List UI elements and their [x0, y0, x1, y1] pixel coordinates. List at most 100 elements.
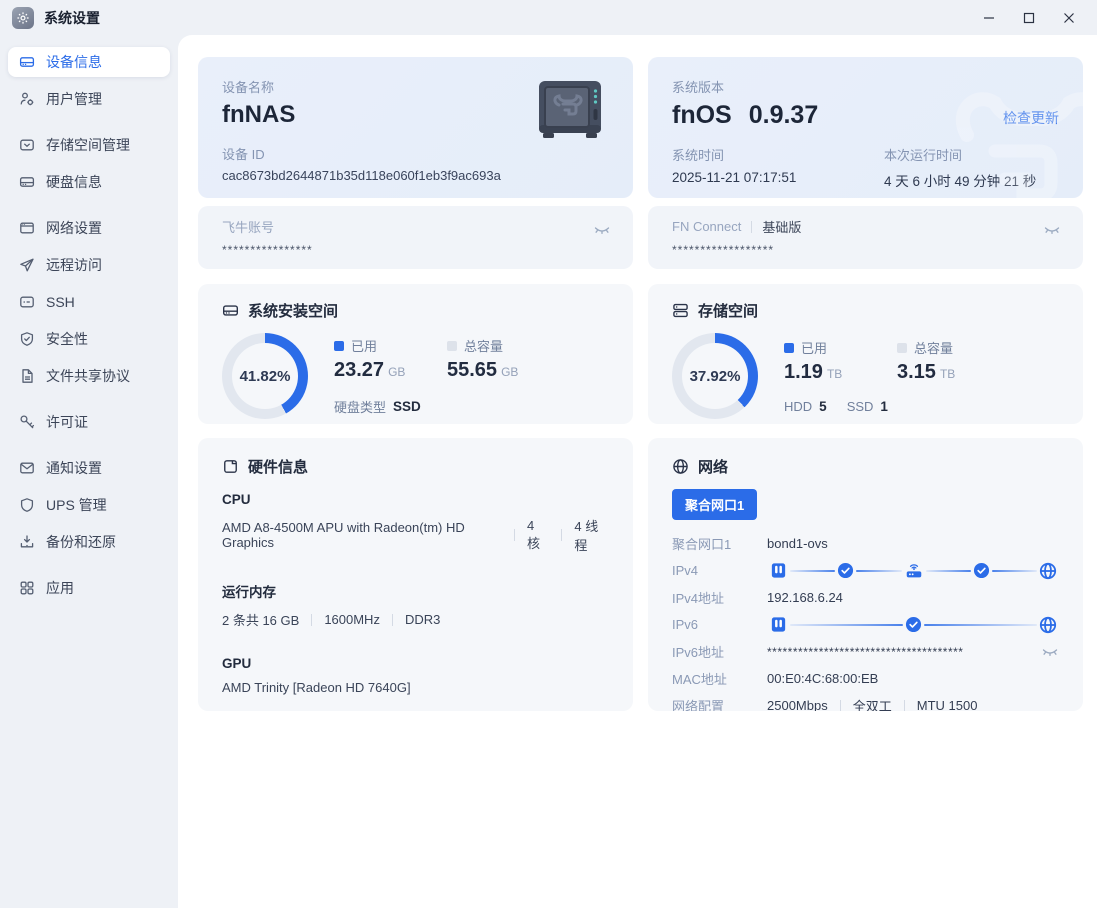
uptime: 4 天 6 小时 49 分钟 21 秒 [884, 174, 1037, 189]
main-content: 设备名称 fnNAS 设备 ID cac8673bd2644871b35d118… [178, 35, 1097, 908]
ssd-label: SSD [846, 399, 874, 414]
os-version: 0.9.37 [748, 101, 819, 129]
sidebar-item-remote-access[interactable]: 远程访问 [8, 250, 170, 280]
ipv6-address-label: IPv6地址 [672, 645, 725, 660]
sidebar-item-backup[interactable]: 备份和还原 [8, 527, 170, 557]
fn-account-label: 飞牛账号 [222, 220, 275, 235]
ipv6-label: IPv6 [672, 617, 699, 632]
storage-space-donut: 37.92% [672, 333, 758, 419]
cpu-threads: 4 线程 [574, 519, 599, 553]
sidebar-item-storage-management[interactable]: 存储空间管理 [8, 130, 170, 160]
titlebar: 系统设置 [0, 0, 1097, 35]
eye-closed-icon[interactable] [1043, 222, 1061, 243]
check-circle-icon [905, 616, 922, 633]
divider [903, 699, 905, 711]
used-unit: TB [826, 367, 843, 381]
sidebar-item-security[interactable]: 安全性 [8, 324, 170, 354]
used-unit: GB [388, 365, 406, 379]
eye-closed-icon[interactable] [1041, 644, 1059, 660]
bond-port-tab[interactable]: 聚合网口1 [672, 489, 758, 520]
sidebar-item-ups[interactable]: UPS 管理 [8, 490, 170, 520]
link-speed: 2500Mbps [767, 698, 828, 711]
window-controls [969, 3, 1089, 33]
hdd-count: 5 [819, 399, 827, 414]
fn-account-masked-value: **************** [222, 243, 313, 257]
maximize-button[interactable] [1009, 3, 1049, 33]
router-icon [904, 561, 924, 580]
sidebar-item-label: 用户管理 [46, 91, 102, 107]
sidebar-item-disk-info[interactable]: 硬盘信息 [8, 167, 170, 197]
device-info-icon [19, 54, 35, 70]
security-icon [19, 331, 35, 347]
internet-globe-icon [1039, 616, 1057, 634]
minimize-button[interactable] [969, 3, 1009, 33]
divider [391, 613, 393, 626]
globe-icon [672, 458, 689, 475]
os-name: fnOS [672, 101, 732, 129]
fn-connect-label: FN Connect [672, 219, 742, 234]
divider [311, 613, 313, 626]
storage-space-percent: 37.92% [689, 367, 741, 385]
sidebar-item-file-sharing[interactable]: 文件共享协议 [8, 361, 170, 391]
used-value: 23.27 [334, 359, 385, 381]
ram-frequency: 1600MHz [324, 612, 380, 627]
sidebar-item-label: 应用 [46, 580, 74, 596]
storage-space-title: 存储空间 [698, 303, 759, 320]
ipv6-address-masked: ************************************** [767, 644, 964, 659]
version-card: 系统版本 fnOS 0.9.37 检查更新 系统时间 2025-11-21 07… [648, 57, 1083, 198]
sidebar-item-device-info[interactable]: 设备信息 [8, 47, 170, 77]
sidebar-item-user-management[interactable]: 用户管理 [8, 84, 170, 114]
port-name-label: 聚合网口1 [672, 537, 732, 552]
storage-stack-icon [672, 302, 689, 319]
ipv4-address-label: IPv4地址 [672, 591, 725, 606]
divider [839, 699, 841, 711]
fn-account-card: 飞牛账号 **************** [198, 206, 633, 269]
total-swatch [897, 342, 907, 353]
disk-type-label: 硬盘类型 [334, 400, 387, 415]
sidebar-item-label: 网络设置 [46, 220, 102, 236]
close-button[interactable] [1049, 3, 1089, 33]
system-time-label: 系统时间 [672, 148, 725, 163]
sidebar-item-notification[interactable]: 通知设置 [8, 453, 170, 483]
check-update-link[interactable]: 检查更新 [1003, 110, 1059, 126]
ipv4-label: IPv4 [672, 563, 699, 578]
sidebar-item-label: SSH [46, 294, 75, 310]
sidebar-item-ssh[interactable]: SSH [8, 287, 170, 317]
cpu-model: AMD A8-4500M APU with Radeon(tm) HD Grap… [222, 520, 465, 550]
nas-device-illustration [533, 79, 607, 148]
sidebar-item-label: 存储空间管理 [46, 137, 130, 153]
drive-icon [222, 302, 239, 319]
hardware-card: 硬件信息 CPU AMD A8-4500M APU with Radeon(tm… [198, 438, 633, 711]
system-space-percent: 41.82% [239, 367, 291, 385]
sidebar-item-network-settings[interactable]: 网络设置 [8, 213, 170, 243]
sidebar-item-label: 备份和还原 [46, 534, 116, 550]
network-title: 网络 [698, 459, 729, 476]
cpu-label: CPU [222, 492, 251, 507]
sidebar-item-label: 安全性 [46, 331, 88, 347]
device-name: fnNAS [222, 101, 296, 128]
apps-icon [19, 580, 35, 596]
sidebar-item-apps[interactable]: 应用 [8, 573, 170, 603]
ram-size: 2 条共 16 GB [222, 613, 300, 628]
used-swatch [784, 342, 794, 353]
total-unit: TB [939, 367, 956, 381]
uptime-label: 本次运行时间 [884, 148, 963, 163]
ram-type: DDR3 [404, 612, 441, 627]
divider [514, 529, 516, 541]
used-value: 1.19 [784, 361, 823, 383]
version-label: 系统版本 [672, 80, 725, 95]
gpu-model: AMD Trinity [Radeon HD 7640G] [222, 680, 411, 695]
network-config-label: 网络配置 [672, 699, 725, 711]
total-value: 55.65 [447, 359, 498, 381]
sidebar-item-label: 文件共享协议 [46, 368, 130, 384]
mac-address-label: MAC地址 [672, 672, 727, 687]
duplex-mode: 全双工 [852, 699, 892, 711]
check-circle-icon [837, 562, 854, 579]
eye-closed-icon[interactable] [593, 222, 611, 243]
sidebar-item-label: 硬盘信息 [46, 174, 102, 190]
disk-info-icon [19, 174, 35, 190]
device-name-label: 设备名称 [222, 80, 275, 95]
sidebar-item-license[interactable]: 许可证 [8, 407, 170, 437]
user-management-icon [19, 91, 35, 107]
disk-type-value: SSD [393, 399, 421, 414]
